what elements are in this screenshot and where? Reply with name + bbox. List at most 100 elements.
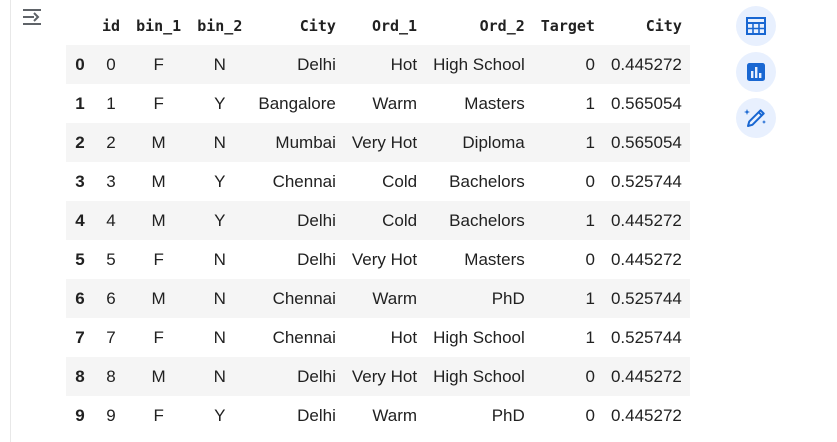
output-actions-button[interactable]	[20, 5, 48, 31]
table-cell: 2	[106, 132, 116, 152]
table-cell: 0	[585, 366, 595, 386]
table-cell: 1	[585, 210, 595, 230]
table-cell: M	[151, 171, 166, 191]
bar-chart-icon	[747, 63, 765, 81]
table-row: 8 8 M N Delhi Very Hot High School 0 0.445272	[66, 357, 690, 396]
table-cell: N	[213, 366, 226, 386]
table-cell: Delhi	[297, 249, 336, 269]
table-cell: F	[153, 405, 164, 425]
table-cell: 1	[585, 132, 595, 152]
table-cell: Warm	[372, 288, 418, 308]
output-collapse-icon	[23, 9, 41, 25]
table-cell: Chennai	[272, 288, 336, 308]
table-cell: 1	[585, 288, 595, 308]
magic-pen-icon	[744, 109, 766, 127]
table-cell: N	[213, 54, 226, 74]
table-cell: M	[151, 366, 166, 386]
table-cell: Cold	[382, 171, 418, 191]
table-cell: Chennai	[272, 171, 336, 191]
table-cell: F	[153, 249, 164, 269]
table-cell: 0	[585, 54, 595, 74]
table-cell: N	[213, 288, 226, 308]
table-cell: Diploma	[462, 132, 525, 152]
cell-gutter	[0, 0, 11, 442]
table-cell: High School	[433, 366, 525, 386]
table-cell: Mumbai	[275, 132, 336, 152]
table-cell: 0.445272	[610, 249, 682, 269]
table-cell: Warm	[372, 93, 418, 113]
column-header: id	[102, 16, 121, 35]
table-cell: 0.445272	[610, 405, 682, 425]
table-cell: M	[151, 132, 166, 152]
table-cell: Y	[214, 405, 226, 425]
table-view-button[interactable]	[736, 6, 776, 46]
table-cell: 0	[106, 54, 116, 74]
table-cell: N	[213, 132, 226, 152]
row-index: 6	[75, 288, 85, 308]
table-cell: PhD	[491, 405, 525, 425]
table-icon	[746, 17, 766, 35]
table-cell: Delhi	[297, 54, 336, 74]
generate-code-button[interactable]	[736, 98, 776, 138]
column-header: bin_1	[136, 16, 182, 35]
table-cell: 0.445272	[610, 54, 682, 74]
table-cell: Y	[214, 93, 226, 113]
dataframe-action-buttons	[736, 6, 776, 138]
table-row: 6 6 M N Chennai Warm PhD 1 0.525744	[66, 279, 690, 318]
chart-suggestions-button[interactable]	[736, 52, 776, 92]
dataframe-table: id bin_1 bin_2 City Ord_1 Ord_2 Target C…	[66, 6, 690, 435]
row-index: 0	[75, 54, 85, 74]
table-cell: 7	[106, 327, 116, 347]
table-cell: N	[213, 327, 226, 347]
table-cell: 0.525744	[610, 288, 682, 308]
table-cell: Hot	[390, 54, 418, 74]
index-header	[66, 6, 94, 45]
table-cell: F	[153, 327, 164, 347]
row-index: 2	[75, 132, 85, 152]
table-cell: Delhi	[297, 210, 336, 230]
table-cell: M	[151, 288, 166, 308]
table-cell: 0	[585, 249, 595, 269]
table-cell: 1	[106, 93, 116, 113]
table-cell: 0	[585, 171, 595, 191]
row-index: 1	[75, 93, 85, 113]
table-cell: 0.565054	[610, 93, 682, 113]
table-row: 1 1 F Y Bangalore Warm Masters 1 0.565054	[66, 84, 690, 123]
table-cell: F	[153, 93, 164, 113]
table-row: 3 3 M Y Chennai Cold Bachelors 0 0.525744	[66, 162, 690, 201]
table-cell: 3	[106, 171, 116, 191]
table-cell: F	[153, 54, 164, 74]
row-index: 4	[75, 210, 85, 230]
table-row: 4 4 M Y Delhi Cold Bachelors 1 0.445272	[66, 201, 690, 240]
table-row: 9 9 F Y Delhi Warm PhD 0 0.445272	[66, 396, 690, 435]
column-header: Ord_1	[371, 16, 418, 35]
table-cell: Bachelors	[449, 171, 525, 191]
table-cell: Chennai	[272, 327, 336, 347]
row-index: 3	[75, 171, 85, 191]
table-cell: Delhi	[297, 405, 336, 425]
table-cell: 0.445272	[610, 366, 682, 386]
column-header: City	[299, 16, 336, 35]
table-cell: 4	[106, 210, 116, 230]
table-cell: Bangalore	[258, 93, 336, 113]
table-cell: 0.525744	[610, 327, 682, 347]
table-cell: Very Hot	[351, 132, 418, 152]
column-header: bin_2	[197, 16, 243, 35]
table-cell: Delhi	[297, 366, 336, 386]
header-row: id bin_1 bin_2 City Ord_1 Ord_2 Target C…	[66, 6, 690, 45]
table-cell: Bachelors	[449, 210, 525, 230]
table-cell: 0.445272	[610, 210, 682, 230]
table-cell: 5	[106, 249, 116, 269]
table-cell: PhD	[491, 288, 525, 308]
table-cell: Cold	[382, 210, 418, 230]
table-row: 7 7 F N Chennai Hot High School 1 0.525744	[66, 318, 690, 357]
table-cell: Y	[214, 210, 226, 230]
table-cell: 9	[106, 405, 116, 425]
table-cell: Very Hot	[351, 249, 418, 269]
table-row: 2 2 M N Mumbai Very Hot Diploma 1 0.565054	[66, 123, 690, 162]
table-cell: M	[151, 210, 166, 230]
table-cell: Very Hot	[351, 366, 418, 386]
table-cell: N	[213, 249, 226, 269]
table-cell: 1	[585, 93, 595, 113]
table-cell: Masters	[464, 93, 525, 113]
